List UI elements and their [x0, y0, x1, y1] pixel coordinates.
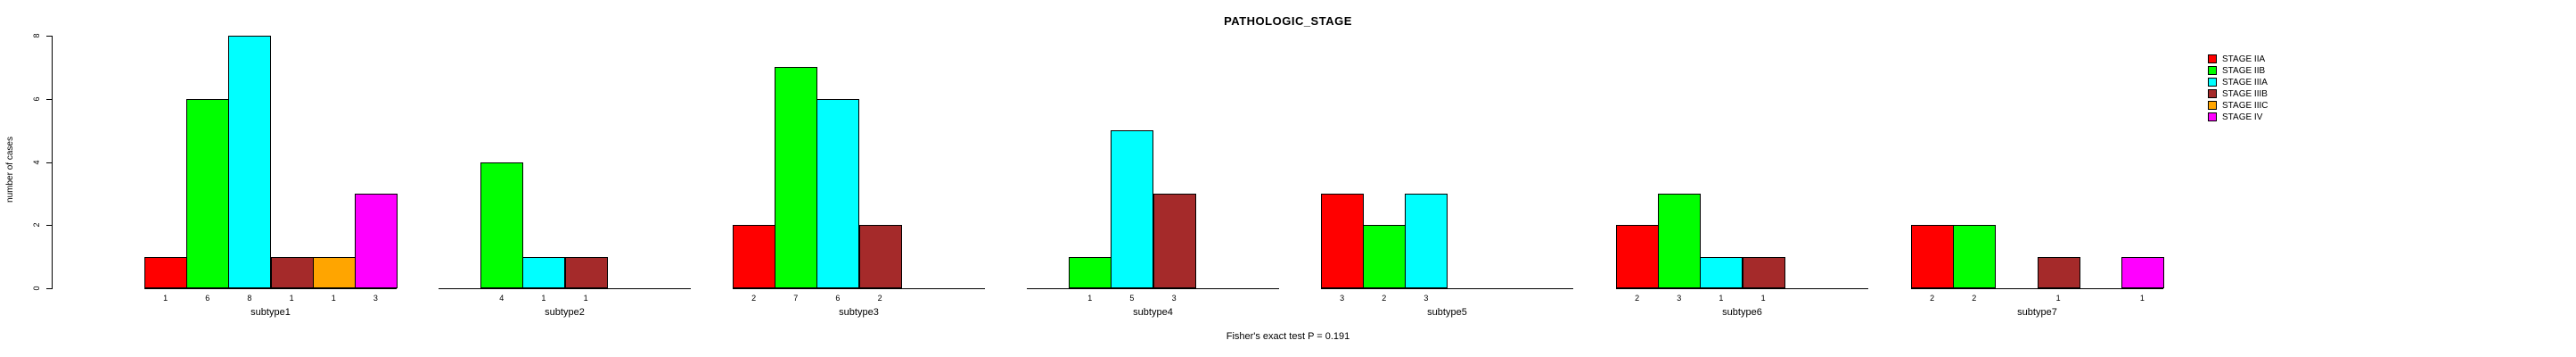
bar-value-label: 3: [373, 294, 378, 303]
legend-swatch: [2208, 88, 2217, 98]
stage-bar: [775, 67, 818, 288]
x-axis-baseline: [733, 288, 985, 289]
stage-bar: [816, 98, 860, 288]
y-axis-tick: [46, 162, 52, 163]
legend-label: STAGE IIIC: [2222, 100, 2268, 111]
bar-value-label: 6: [835, 294, 841, 303]
stage-bar: [1658, 193, 1702, 288]
group-label: subtype2: [545, 307, 585, 318]
bar-value-label: 1: [1087, 294, 1093, 303]
stage-bar: [564, 256, 608, 288]
bar-value-label: 5: [1129, 294, 1135, 303]
stage-bar: [354, 193, 398, 288]
stage-bar: [1911, 225, 1955, 288]
legend-swatch: [2208, 65, 2217, 75]
y-axis-tick-label: 0: [32, 286, 41, 291]
stage-bar: [2037, 256, 2080, 288]
y-axis-line: [52, 36, 53, 289]
legend-swatch: [2208, 112, 2217, 121]
stage-bar: [1953, 225, 1997, 288]
stage-bar: [522, 256, 566, 288]
bar-value-label: 3: [1677, 294, 1682, 303]
y-axis-tick-label: 4: [32, 160, 41, 165]
stage-bar: [2121, 256, 2164, 288]
legend-label: STAGE IIB: [2222, 65, 2266, 76]
x-axis-baseline: [144, 288, 397, 289]
stage-bar: [1700, 256, 1743, 288]
y-axis-tick-label: 6: [32, 96, 41, 102]
stage-bar: [312, 256, 356, 288]
x-axis-baseline: [1027, 288, 1279, 289]
bar-value-label: 2: [877, 294, 882, 303]
legend-label: STAGE IIIA: [2222, 77, 2268, 87]
legend-swatch: [2208, 100, 2217, 110]
y-axis-tick-label: 8: [32, 33, 41, 38]
stage-bar: [186, 98, 230, 288]
stage-bar: [1153, 193, 1196, 288]
stage-bar: [144, 256, 188, 288]
bar-value-label: 1: [163, 294, 168, 303]
bar-value-label: 1: [583, 294, 588, 303]
legend-label: STAGE IIA: [2222, 54, 2266, 64]
stage-bar: [1069, 256, 1112, 288]
bar-value-label: 8: [247, 294, 252, 303]
x-axis-baseline: [1616, 288, 1868, 289]
bar-value-label: 1: [2055, 294, 2061, 303]
bar-value-label: 2: [1382, 294, 1387, 303]
fisher-test-annotation: Fisher's exact test P = 0.191: [1226, 331, 1350, 342]
legend-swatch: [2208, 77, 2217, 87]
legend-swatch: [2208, 54, 2217, 63]
y-axis-tick-label: 2: [32, 222, 41, 228]
stage-bar: [270, 256, 314, 288]
group-label: subtype3: [839, 307, 879, 318]
stage-bar: [1742, 256, 1785, 288]
stage-bar: [228, 36, 272, 288]
bar-value-label: 2: [1972, 294, 1977, 303]
legend-label: STAGE IV: [2222, 112, 2263, 122]
y-axis-tick: [46, 36, 52, 37]
y-axis-label: number of cases: [5, 137, 15, 203]
x-axis-baseline: [1911, 288, 2163, 289]
stage-bar: [1616, 225, 1660, 288]
stage-bar: [1363, 225, 1407, 288]
bar-value-label: 1: [1719, 294, 1724, 303]
legend-label: STAGE IIIB: [2222, 88, 2268, 99]
bar-value-label: 2: [751, 294, 757, 303]
group-label: subtype4: [1133, 307, 1173, 318]
group-label: subtype6: [1722, 307, 1762, 318]
bar-value-label: 1: [331, 294, 336, 303]
stage-bar: [858, 225, 902, 288]
stage-bar: [1321, 193, 1365, 288]
bar-value-label: 2: [1635, 294, 1640, 303]
x-axis-baseline: [1321, 288, 1573, 289]
chart-title: PATHOLOGIC_STAGE: [1224, 14, 1352, 28]
y-axis-tick: [46, 98, 52, 100]
stage-bar: [1111, 130, 1154, 288]
y-axis-tick: [46, 288, 52, 289]
bar-value-label: 7: [793, 294, 799, 303]
bar-value-label: 6: [205, 294, 210, 303]
group-label: subtype1: [250, 307, 291, 318]
y-axis-tick: [46, 225, 52, 227]
bar-value-label: 4: [499, 294, 505, 303]
bar-value-label: 3: [1171, 294, 1177, 303]
stage-bar: [480, 162, 524, 288]
group-label: subtype7: [2017, 307, 2057, 318]
bar-value-label: 2: [1930, 294, 1935, 303]
bar-value-label: 1: [1760, 294, 1766, 303]
x-axis-baseline: [439, 288, 691, 289]
bar-value-label: 1: [289, 294, 294, 303]
stage-bar: [733, 225, 776, 288]
bar-value-label: 1: [541, 294, 546, 303]
group-label: subtype5: [1427, 307, 1467, 318]
stage-bar: [1405, 193, 1448, 288]
bar-value-label: 3: [1340, 294, 1345, 303]
bar-value-label: 3: [1423, 294, 1429, 303]
bar-value-label: 1: [2139, 294, 2145, 303]
